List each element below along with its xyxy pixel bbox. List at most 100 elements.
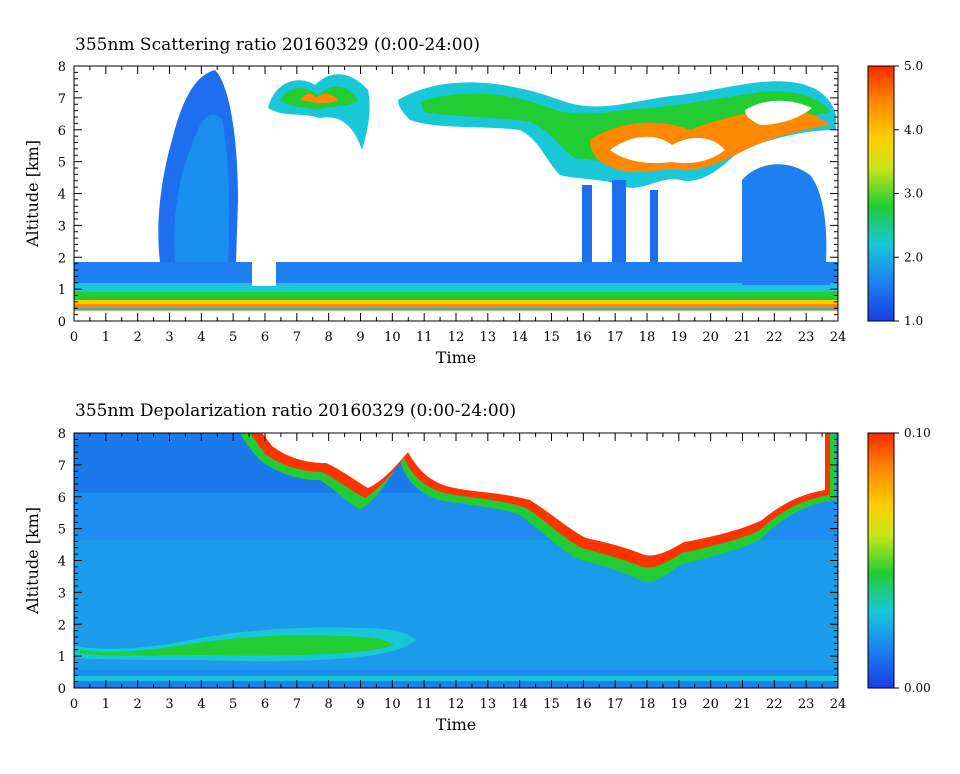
x-tick-label: 0 bbox=[70, 330, 78, 345]
heatmap-cell bbox=[745, 100, 812, 125]
heatmap-cell bbox=[582, 185, 592, 262]
x-tick-label: 7 bbox=[293, 697, 301, 712]
x-tick-label: 14 bbox=[511, 697, 528, 712]
x-tick-label: 11 bbox=[416, 697, 433, 712]
colorbar: 1.0 2.0 3.0 4.0 5.0 bbox=[867, 59, 923, 328]
heatmap-cell bbox=[80, 635, 394, 656]
heatmap-plot-area bbox=[73, 432, 839, 689]
x-tick-label: 22 bbox=[766, 697, 783, 712]
y-tick-label: 5 bbox=[58, 156, 66, 171]
heatmap-plot-area bbox=[73, 65, 839, 322]
heatmap-cell bbox=[612, 180, 626, 262]
y-tick-label: 4 bbox=[58, 555, 66, 570]
colorbar-tick-label: 0.10 bbox=[904, 426, 931, 440]
panel-scattering: 355nm Scattering ratio 20160329 (0:00-24… bbox=[23, 35, 923, 367]
axes: 0 1 2 3 4 5 6 7 8 9 10 11 12 13 14 15 16 17 18 19 20 21 22 23 24… bbox=[23, 60, 846, 367]
x-tick-label: 13 bbox=[480, 330, 497, 345]
x-tick-label: 7 bbox=[293, 330, 301, 345]
panel-title: 355nm Depolarization ratio 20160329 (0:0… bbox=[75, 401, 516, 421]
y-tick-label: 8 bbox=[58, 427, 66, 442]
x-tick-label: 8 bbox=[325, 697, 333, 712]
y-tick-label: 6 bbox=[58, 124, 66, 139]
x-tick-label: 12 bbox=[448, 697, 465, 712]
heatmap-cell bbox=[74, 300, 838, 306]
x-tick-label: 23 bbox=[798, 330, 815, 345]
heatmap-cell bbox=[262, 433, 825, 556]
x-tick-label: 24 bbox=[830, 330, 847, 345]
y-tick-label: 7 bbox=[58, 459, 66, 474]
x-tick-label: 10 bbox=[384, 330, 401, 345]
x-tick-label: 22 bbox=[766, 330, 783, 345]
x-tick-label: 6 bbox=[261, 697, 269, 712]
y-tick-label: 3 bbox=[58, 586, 66, 601]
colorbar: 0.00 0.10 bbox=[867, 426, 931, 695]
heatmap-cell bbox=[650, 190, 658, 262]
x-tick-label: 1 bbox=[102, 330, 110, 345]
panel-title: 355nm Scattering ratio 20160329 (0:00-24… bbox=[75, 35, 480, 55]
x-tick-label: 19 bbox=[671, 330, 688, 345]
x-tick-label: 3 bbox=[165, 697, 173, 712]
x-tick-label: 13 bbox=[480, 697, 497, 712]
x-tick-label: 0 bbox=[70, 697, 78, 712]
colorbar-tick-label: 2.0 bbox=[904, 250, 923, 264]
heatmap-cell bbox=[74, 676, 838, 681]
heatmap-cell bbox=[174, 114, 230, 262]
colorbar-tick-label: 5.0 bbox=[904, 59, 923, 73]
x-tick-label: 5 bbox=[229, 697, 237, 712]
y-tick-label: 1 bbox=[58, 650, 66, 665]
x-tick-label: 6 bbox=[261, 330, 269, 345]
axes: 0 1 2 3 4 5 6 7 8 9 10 11 12 13 14 15 16 17 18 19 20 21 22 23 24… bbox=[23, 427, 846, 734]
x-tick-label: 23 bbox=[798, 697, 815, 712]
x-tick-label: 21 bbox=[734, 330, 751, 345]
heatmap-cell bbox=[300, 93, 338, 103]
x-tick-label: 5 bbox=[229, 330, 237, 345]
y-tick-label: 2 bbox=[58, 618, 66, 633]
colorbar-tick-label: 3.0 bbox=[904, 187, 923, 201]
x-tick-label: 18 bbox=[639, 330, 656, 345]
heatmap-cell bbox=[252, 260, 276, 286]
x-tick-label: 17 bbox=[607, 697, 624, 712]
x-tick-label: 20 bbox=[702, 697, 719, 712]
x-tick-label: 1 bbox=[102, 697, 110, 712]
x-tick-label: 4 bbox=[197, 330, 205, 345]
y-tick-label: 0 bbox=[58, 315, 66, 330]
heatmap-cell bbox=[742, 164, 827, 262]
x-tick-label: 10 bbox=[384, 697, 401, 712]
y-axis-label: Altitude [km] bbox=[23, 507, 42, 615]
x-axis-label: Time bbox=[436, 348, 476, 367]
x-tick-label: 9 bbox=[356, 697, 364, 712]
x-tick-label: 2 bbox=[134, 330, 142, 345]
x-tick-label: 24 bbox=[830, 697, 847, 712]
x-tick-label: 4 bbox=[197, 697, 205, 712]
heatmap-cell bbox=[74, 309, 838, 311]
x-tick-label: 19 bbox=[671, 697, 688, 712]
x-tick-label: 15 bbox=[543, 330, 560, 345]
y-tick-label: 8 bbox=[58, 60, 66, 75]
x-tick-label: 14 bbox=[511, 330, 528, 345]
x-tick-label: 15 bbox=[543, 697, 560, 712]
y-tick-label: 1 bbox=[58, 283, 66, 298]
y-tick-label: 2 bbox=[58, 251, 66, 266]
x-tick-label: 9 bbox=[356, 330, 364, 345]
x-tick-label: 21 bbox=[734, 697, 751, 712]
y-tick-label: 4 bbox=[58, 188, 66, 203]
heatmap-cell bbox=[742, 262, 830, 285]
colorbar-tick-label: 0.00 bbox=[904, 681, 931, 695]
x-tick-label: 20 bbox=[702, 330, 719, 345]
x-axis-label: Time bbox=[436, 715, 476, 734]
x-tick-label: 11 bbox=[416, 330, 433, 345]
heatmap-cell bbox=[74, 304, 838, 308]
x-tick-label: 2 bbox=[134, 697, 142, 712]
panel-depolarization: 355nm Depolarization ratio 20160329 (0:0… bbox=[23, 401, 931, 734]
y-tick-label: 6 bbox=[58, 491, 66, 506]
y-tick-label: 5 bbox=[58, 523, 66, 538]
y-tick-label: 0 bbox=[58, 682, 66, 697]
heatmap-cell bbox=[610, 136, 725, 164]
colorbar-tick-label: 4.0 bbox=[904, 123, 923, 137]
y-tick-label: 7 bbox=[58, 92, 66, 107]
y-tick-label: 3 bbox=[58, 219, 66, 234]
x-tick-label: 8 bbox=[325, 330, 333, 345]
x-tick-label: 16 bbox=[575, 330, 592, 345]
x-tick-label: 17 bbox=[607, 330, 624, 345]
